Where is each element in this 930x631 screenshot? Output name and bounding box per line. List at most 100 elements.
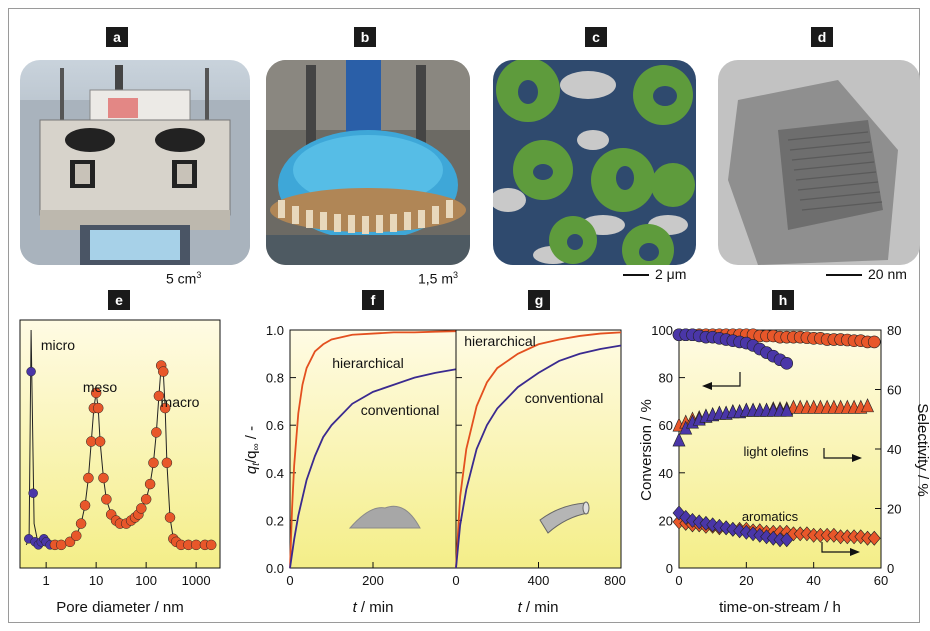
panel-h-ytick-right-label: 20 xyxy=(887,502,901,517)
volume-caption-a: 5 cm3 xyxy=(166,270,202,287)
sem-image xyxy=(493,60,696,265)
panel-e-point xyxy=(140,494,152,505)
panel-e-xlabel: Pore diameter / nm xyxy=(56,599,184,616)
panel-e-point xyxy=(164,512,176,523)
panel-label-c: c xyxy=(585,27,607,47)
panel-e-point xyxy=(159,402,171,414)
panel-h-point-olefins_conv xyxy=(780,402,794,417)
aromatics-arrow-head xyxy=(850,548,860,556)
panel-f-annotation-hierarchical: hierarchical xyxy=(332,355,404,371)
panel-label-e: e xyxy=(115,292,123,308)
panel-f-xlabel: t / min xyxy=(353,599,394,616)
panel-e-point xyxy=(136,503,147,514)
panel-f-xtick-label: 200 xyxy=(362,573,384,588)
aromatics-arrow xyxy=(821,542,856,553)
panel-label-f-bg xyxy=(362,290,384,310)
panel-label-b: b xyxy=(354,27,376,47)
panel-f-ytick-label: 0.0 xyxy=(266,561,284,576)
scale-caption-d: 20 nm xyxy=(868,266,907,282)
panel-e-point xyxy=(92,402,104,414)
conversion-arrow xyxy=(706,372,741,387)
panel-g-annotation-hierarchical: hierarchical xyxy=(464,333,536,349)
panel-h-ylabel-right: Selectivity / % xyxy=(914,403,930,496)
panel-g-xtick-label: 400 xyxy=(528,573,550,588)
panel-h-ytick-left-label: 80 xyxy=(659,371,673,386)
panel-g-plot xyxy=(455,329,622,569)
panel-h-xtick-label: 0 xyxy=(675,573,682,588)
panel-h-ytick-left-label: 60 xyxy=(659,418,673,433)
panel-e-point xyxy=(90,387,102,399)
panel-h-ytick-right-label: 80 xyxy=(887,323,901,338)
olefins-arrow xyxy=(823,448,858,459)
conversion-arrow-head xyxy=(702,382,712,390)
panel-h-point-aromatics_conv xyxy=(780,532,794,548)
tem-image xyxy=(718,60,920,265)
panel-h-ytick-right-label: 0 xyxy=(887,561,894,576)
panel-e-point xyxy=(190,539,202,551)
panel-h-ytick-right-label: 60 xyxy=(887,383,901,398)
panel-h-point-aromatics_hier xyxy=(867,530,881,546)
volume-caption-b: 1,5 m3 xyxy=(418,270,459,287)
panel-e-xtick-label: 10 xyxy=(89,573,103,588)
panel-f-series-hierarchical xyxy=(289,330,457,569)
panel-g-xlabel: t / min xyxy=(518,599,559,616)
panel-label-d: d xyxy=(811,27,833,47)
panel-e-point xyxy=(101,494,112,505)
panel-e-annotation-meso: meso xyxy=(83,379,117,395)
panel-e-point xyxy=(98,472,109,484)
panel-h-point-conversion_hier xyxy=(867,335,881,349)
powder-pile-image xyxy=(348,505,421,529)
panel-label-a: a xyxy=(106,27,128,47)
panel-e-xtick-label: 1 xyxy=(43,573,50,588)
panel-e-plot xyxy=(19,319,221,569)
panel-e-annotation-micro: micro xyxy=(41,337,75,353)
panel-h-ytick-left-label: 40 xyxy=(659,466,673,481)
panel-e-point xyxy=(205,539,217,551)
panel-e-point xyxy=(148,457,159,469)
panel-e-point xyxy=(79,500,91,511)
panel-h-xlabel: time-on-stream / h xyxy=(719,599,841,616)
panel-g-series-conventional xyxy=(455,344,622,569)
panel-e-point xyxy=(144,478,156,490)
panel-e-xtick-label: 100 xyxy=(135,573,157,588)
panel-f-series-conventional xyxy=(289,368,457,569)
panel-h-xtick-label: 20 xyxy=(739,573,753,588)
industrial-reactor-photo xyxy=(266,60,470,265)
panel-h-ytick-left-label: 0 xyxy=(666,561,673,576)
panel-h-xtick-label: 40 xyxy=(806,573,820,588)
panel-label-e-bg xyxy=(108,290,130,310)
scale-caption-c: 2 μm xyxy=(655,266,687,282)
panel-f-ylabel: qt/q∞ / - xyxy=(243,426,262,474)
panel-h-xtick-label: 60 xyxy=(874,573,888,588)
figure-frame xyxy=(8,8,920,623)
panel-label-h: h xyxy=(779,292,788,308)
panel-e-point xyxy=(70,530,82,542)
panel-f-ytick-label: 0.6 xyxy=(266,418,284,433)
panel-h-ytick-right-label: 40 xyxy=(887,442,901,457)
panel-e-point xyxy=(161,457,173,469)
panel-label-h-bg xyxy=(772,290,794,310)
panel-e-point xyxy=(94,436,106,447)
panel-g-xtick-label: 0 xyxy=(452,573,459,588)
panel-label-f: f xyxy=(371,292,376,308)
olefins-arrow-head xyxy=(852,454,862,462)
panel-e-point xyxy=(26,366,36,377)
panel-f-xtick-label: 0 xyxy=(286,573,293,588)
panel-label-g-bg xyxy=(528,290,550,310)
panel-h-ytick-left-label: 20 xyxy=(659,513,673,528)
lab-reactor-photo xyxy=(20,60,250,265)
panel-e-point xyxy=(83,472,94,484)
panel-h-point-olefins_conv xyxy=(672,432,686,447)
panel-f-ytick-label: 0.8 xyxy=(266,371,284,386)
panel-h-ylabel-left: Conversion / % xyxy=(638,399,655,501)
panel-f-ytick-label: 1.0 xyxy=(266,323,284,338)
panel-g-series-hierarchical xyxy=(455,331,622,569)
panel-h-point-conversion_conv xyxy=(780,357,794,370)
panel-h-annotation-olefins: light olefins xyxy=(743,444,809,459)
panel-f-ytick-label: 0.2 xyxy=(266,513,284,528)
panel-e-annotation-macro: macro xyxy=(161,394,200,410)
extrudate-end-image xyxy=(582,501,590,515)
panel-f-annotation-conventional: conventional xyxy=(361,402,440,418)
panel-e-point xyxy=(55,539,67,551)
